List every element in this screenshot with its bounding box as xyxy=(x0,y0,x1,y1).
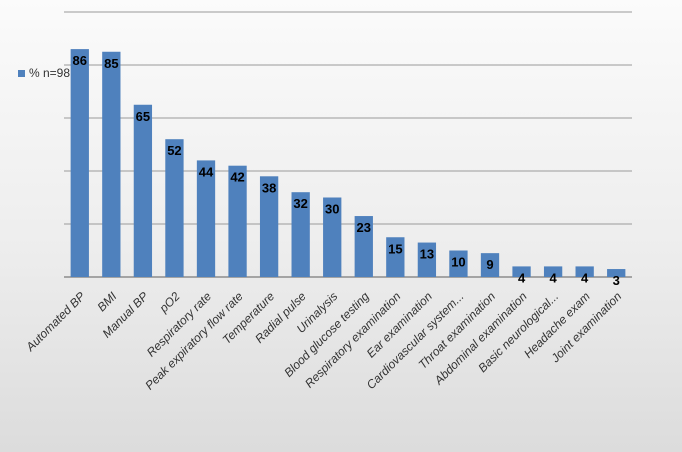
bars-group xyxy=(70,49,626,277)
x-tick-label: pO2 xyxy=(156,289,183,316)
bar xyxy=(386,237,405,277)
value-label: 4 xyxy=(581,270,589,285)
value-label: 52 xyxy=(167,143,181,158)
bar xyxy=(323,197,342,277)
value-label: 3 xyxy=(613,273,620,288)
value-label: 65 xyxy=(136,109,150,124)
legend: % n=98 xyxy=(18,66,70,80)
value-label: 9 xyxy=(486,257,493,272)
bar xyxy=(228,165,247,277)
bar xyxy=(480,253,500,277)
bar xyxy=(449,250,468,277)
value-label: 86 xyxy=(73,53,87,68)
value-label: 44 xyxy=(199,164,214,179)
value-label: 38 xyxy=(262,180,276,195)
value-label: 10 xyxy=(451,255,465,270)
value-label: 85 xyxy=(104,56,118,71)
bar xyxy=(354,216,373,277)
legend-label: % n=98 xyxy=(29,66,71,80)
legend-swatch xyxy=(18,69,25,77)
value-label: 32 xyxy=(293,196,307,211)
bar xyxy=(259,176,279,277)
value-label: 15 xyxy=(388,241,402,256)
value-label: 4 xyxy=(518,270,526,285)
bar xyxy=(417,242,437,277)
bar xyxy=(291,192,310,277)
value-label: 30 xyxy=(325,202,339,217)
value-label: 42 xyxy=(230,170,244,185)
value-label: 23 xyxy=(357,220,371,235)
value-label: 4 xyxy=(549,270,557,285)
bar xyxy=(102,51,121,277)
x-tick-label: BMI xyxy=(94,289,119,314)
bar xyxy=(133,104,153,277)
bar xyxy=(575,266,594,277)
bar xyxy=(512,266,531,277)
x-tick-label: Automated BP xyxy=(23,289,88,354)
bar xyxy=(607,269,626,277)
bar xyxy=(543,266,563,277)
bar xyxy=(70,49,89,277)
value-label: 13 xyxy=(420,247,434,262)
bar xyxy=(196,160,216,277)
bar xyxy=(165,139,184,277)
gridlines xyxy=(64,11,632,278)
